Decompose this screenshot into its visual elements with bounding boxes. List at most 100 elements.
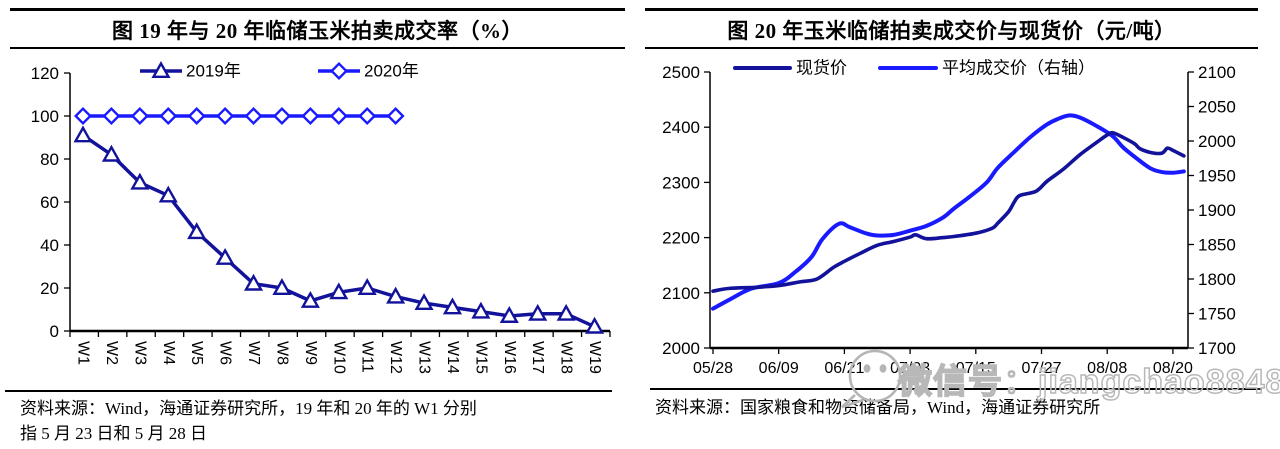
diamond-marker: [130, 107, 149, 125]
x-axis-label: W12: [387, 341, 404, 374]
left-chart: 0 20 40 60 80 100 120 W1 W2 W3 W4 W5 W6 W7 W8 W9 W10 W11 W…: [31, 61, 611, 374]
triangle-marker: [73, 125, 93, 143]
triangle-marker: [386, 286, 406, 304]
x-axis-label: W11: [359, 341, 376, 373]
triangle-marker: [471, 301, 491, 319]
x-axis-label: W1: [75, 341, 92, 365]
triangle-marker: [151, 61, 171, 78]
right-y-axis-label: 1900: [1198, 201, 1236, 220]
title-divider: [645, 47, 1258, 49]
x-axis-label: W6: [217, 341, 234, 365]
diamond-marker: [272, 107, 291, 125]
right-y-axis-label: 2000: [1198, 132, 1236, 151]
diamond-marker: [244, 107, 263, 125]
right-y-axis-label: 2050: [1198, 98, 1236, 117]
x-axis-label: W16: [501, 341, 518, 374]
series-line: [711, 130, 1186, 293]
legend-label: 现货价: [796, 59, 847, 78]
right-y-axis-label: 1700: [1198, 339, 1236, 358]
x-axis-label: W17: [529, 341, 546, 374]
x-axis-label: 05/28: [693, 360, 733, 377]
right-chart: 2000 2100 2200 2300 2400 2500 1700 1750 1800 1850…: [662, 59, 1236, 378]
x-axis-label: W5: [188, 341, 205, 365]
x-axis-label: W2: [103, 341, 120, 365]
triangle-marker: [215, 247, 235, 265]
x-axis-label: 07/15: [956, 360, 996, 377]
legend-label: 2019年: [186, 62, 241, 81]
diamond-marker: [74, 107, 92, 125]
triangle-marker: [414, 293, 434, 311]
triangle-marker: [329, 282, 349, 300]
x-axis-label: W18: [558, 341, 575, 374]
diamond-marker: [301, 107, 320, 125]
top-divider: [645, 8, 1258, 11]
right-chart-source: 资料来源：国家粮食和物资储备局，Wind，海通证券研究所: [655, 398, 1101, 417]
x-axis-label: 07/27: [1021, 360, 1061, 377]
triangle-marker: [158, 185, 178, 203]
x-axis-label: W13: [416, 341, 433, 374]
left-chart-source: 资料来源：Wind，海通证券研究所，19 年和 20 年的 W1 分别指 5 月…: [20, 396, 620, 446]
y-axis-label: 60: [40, 193, 59, 212]
diamond-marker: [330, 62, 348, 80]
left-y-axis-label: 2000: [662, 339, 700, 358]
x-axis-label: W10: [330, 341, 347, 374]
y-axis-label: 20: [40, 279, 59, 298]
triangle-marker: [499, 306, 519, 323]
diamond-marker: [102, 107, 121, 125]
legend-label: 平均成交价（右轴）: [942, 59, 1095, 78]
top-divider: [10, 8, 625, 11]
right-chart-title: 图 20 年玉米临储拍卖成交价与现货价（元/吨）: [727, 19, 1176, 43]
triangle-marker: [272, 278, 292, 295]
title-divider: [10, 47, 625, 49]
y-axis-label: 120: [31, 64, 59, 83]
x-axis-label: 06/09: [759, 360, 799, 377]
triangle-marker: [300, 290, 320, 308]
left-chart-panel: 图 19 年与 20 年临储玉米拍卖成交率（%） 0 20 40 60 80 100 120…: [5, 8, 625, 446]
x-axis-label: 07/03: [890, 360, 930, 377]
right-y-axis-label: 1850: [1198, 236, 1236, 255]
diamond-marker: [386, 107, 405, 125]
x-axis-label: W4: [160, 341, 177, 365]
x-axis-label: 08/20: [1153, 360, 1193, 377]
left-y-axis-label: 2300: [662, 173, 700, 192]
series-line: [711, 113, 1186, 311]
right-y-axis-label: 2100: [1198, 63, 1236, 82]
x-axis-label: W15: [472, 341, 489, 374]
left-y-axis-label: 2200: [662, 229, 700, 248]
source-text-line1: 资料来源：Wind，海通证券研究所，19 年和 20 年的 W1 分别: [20, 399, 477, 418]
left-chart-title: 图 19 年与 20 年临储玉米拍卖成交率（%）: [112, 19, 523, 43]
triangle-marker: [187, 222, 207, 240]
triangle-marker: [101, 144, 121, 162]
diamond-marker: [358, 107, 377, 125]
y-axis-label: 40: [40, 236, 59, 255]
triangle-marker: [528, 303, 548, 321]
y-axis-label: 80: [40, 150, 59, 169]
legend-label: 2020年: [364, 62, 419, 81]
triangle-marker: [130, 172, 150, 190]
triangle-marker: [556, 303, 576, 321]
x-axis-label: W8: [273, 341, 290, 365]
triangle-marker: [442, 297, 463, 315]
diamond-marker: [187, 107, 206, 125]
triangle-marker: [357, 278, 377, 295]
y-axis-label: 0: [50, 322, 59, 341]
source-text-line2: 指 5 月 23 日和 5 月 28 日: [20, 424, 207, 443]
right-chart-panel: 图 20 年玉米临储拍卖成交价与现货价（元/吨） 2000 2100 2200 230…: [640, 0, 1280, 449]
right-y-axis-label: 1750: [1198, 305, 1236, 324]
triangle-marker: [585, 316, 605, 334]
x-axis-label: W7: [245, 341, 262, 365]
diamond-marker: [329, 107, 348, 125]
x-axis-label: W19: [586, 341, 603, 374]
triangle-marker: [243, 273, 264, 291]
diamond-marker: [216, 107, 235, 125]
right-y-axis-label: 1800: [1198, 270, 1236, 289]
x-axis-label: 08/08: [1087, 360, 1127, 377]
x-axis-label: W9: [302, 341, 319, 365]
x-axis-label: W14: [444, 341, 461, 374]
left-y-axis-label: 2100: [662, 284, 700, 303]
x-axis-label: W3: [131, 341, 148, 365]
y-axis-label: 100: [31, 107, 59, 126]
footnote-divider: [650, 388, 1262, 390]
left-y-axis-label: 2400: [662, 118, 700, 137]
